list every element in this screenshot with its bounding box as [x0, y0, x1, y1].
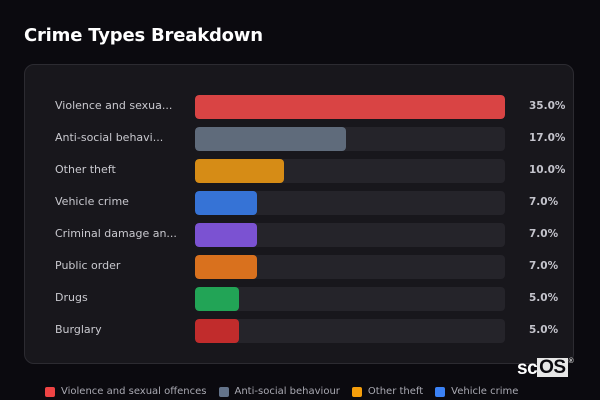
bar-row: Anti-social behavi... 17.0%	[25, 127, 573, 151]
bar-fill[interactable]	[195, 319, 240, 343]
bar-fill[interactable]	[195, 255, 257, 279]
page-title: Crime Types Breakdown	[24, 25, 263, 46]
bar-row: Other theft 10.0%	[25, 159, 573, 183]
legend-item[interactable]: Other theft	[351, 386, 424, 397]
registered-mark-icon: ®	[568, 358, 574, 365]
bar-label: Public order	[55, 259, 121, 272]
bar-value: 5.0%	[529, 292, 559, 304]
legend-label: Anti-social behaviour	[234, 386, 340, 397]
bar-label: Drugs	[55, 291, 88, 304]
bar-label: Anti-social behavi...	[55, 131, 164, 144]
bar-value: 17.0%	[529, 132, 566, 144]
legend-label: Violence and sexual offences	[61, 386, 207, 397]
legend-item[interactable]: Violence and sexual offences	[45, 386, 207, 397]
bar-value: 5.0%	[529, 324, 559, 336]
watermark-boxed: OS	[537, 357, 568, 378]
bar-value: 7.0%	[529, 260, 559, 272]
bar-value: 10.0%	[529, 164, 566, 176]
bar-value: 7.0%	[529, 196, 559, 208]
bar-fill[interactable]	[195, 191, 257, 215]
bar-label: Violence and sexua...	[55, 99, 173, 112]
legend-swatch-icon	[351, 386, 362, 397]
legend-swatch-icon	[45, 386, 55, 397]
bar-fill[interactable]	[195, 287, 240, 311]
bar-row: Public order 7.0%	[25, 255, 573, 279]
legend-label: Other theft	[367, 386, 424, 397]
bar-label: Criminal damage an...	[55, 227, 177, 240]
legend-item[interactable]: Vehicle crime	[435, 386, 518, 397]
chart-legend: Violence and sexual offences Anti-social …	[45, 386, 518, 397]
bar-track	[195, 191, 505, 215]
watermark-logo: sc OS ®	[517, 357, 574, 380]
bar-label: Vehicle crime	[55, 195, 129, 208]
bar-track	[195, 95, 505, 119]
bar-fill[interactable]	[195, 159, 284, 183]
bar-track	[195, 159, 505, 183]
bar-fill[interactable]	[195, 127, 346, 151]
bar-row: Vehicle crime 7.0%	[25, 191, 573, 215]
chart-card: Violence and sexua... 35.0% Anti-social be…	[24, 64, 574, 364]
bar-track	[195, 255, 505, 279]
bar-row: Violence and sexua... 35.0%	[25, 95, 573, 119]
bar-track	[195, 223, 505, 247]
bar-label: Burglary	[55, 323, 102, 336]
bar-fill[interactable]	[195, 95, 505, 119]
legend-item[interactable]: Anti-social behaviour	[218, 386, 340, 397]
legend-label: Vehicle crime	[451, 386, 519, 397]
bar-track	[195, 319, 505, 343]
legend-swatch-icon	[218, 386, 229, 397]
bar-value: 35.0%	[529, 100, 566, 112]
bar-row: Burglary 5.0%	[25, 319, 573, 343]
bar-track	[195, 287, 505, 311]
watermark-prefix: sc	[517, 358, 538, 379]
bar-row: Criminal damage an... 7.0%	[25, 223, 573, 247]
bar-fill[interactable]	[195, 223, 257, 247]
bar-row: Drugs 5.0%	[25, 287, 573, 311]
bar-label: Other theft	[55, 163, 116, 176]
bar-value: 7.0%	[529, 228, 559, 240]
legend-swatch-icon	[435, 386, 446, 397]
bar-track	[195, 127, 505, 151]
